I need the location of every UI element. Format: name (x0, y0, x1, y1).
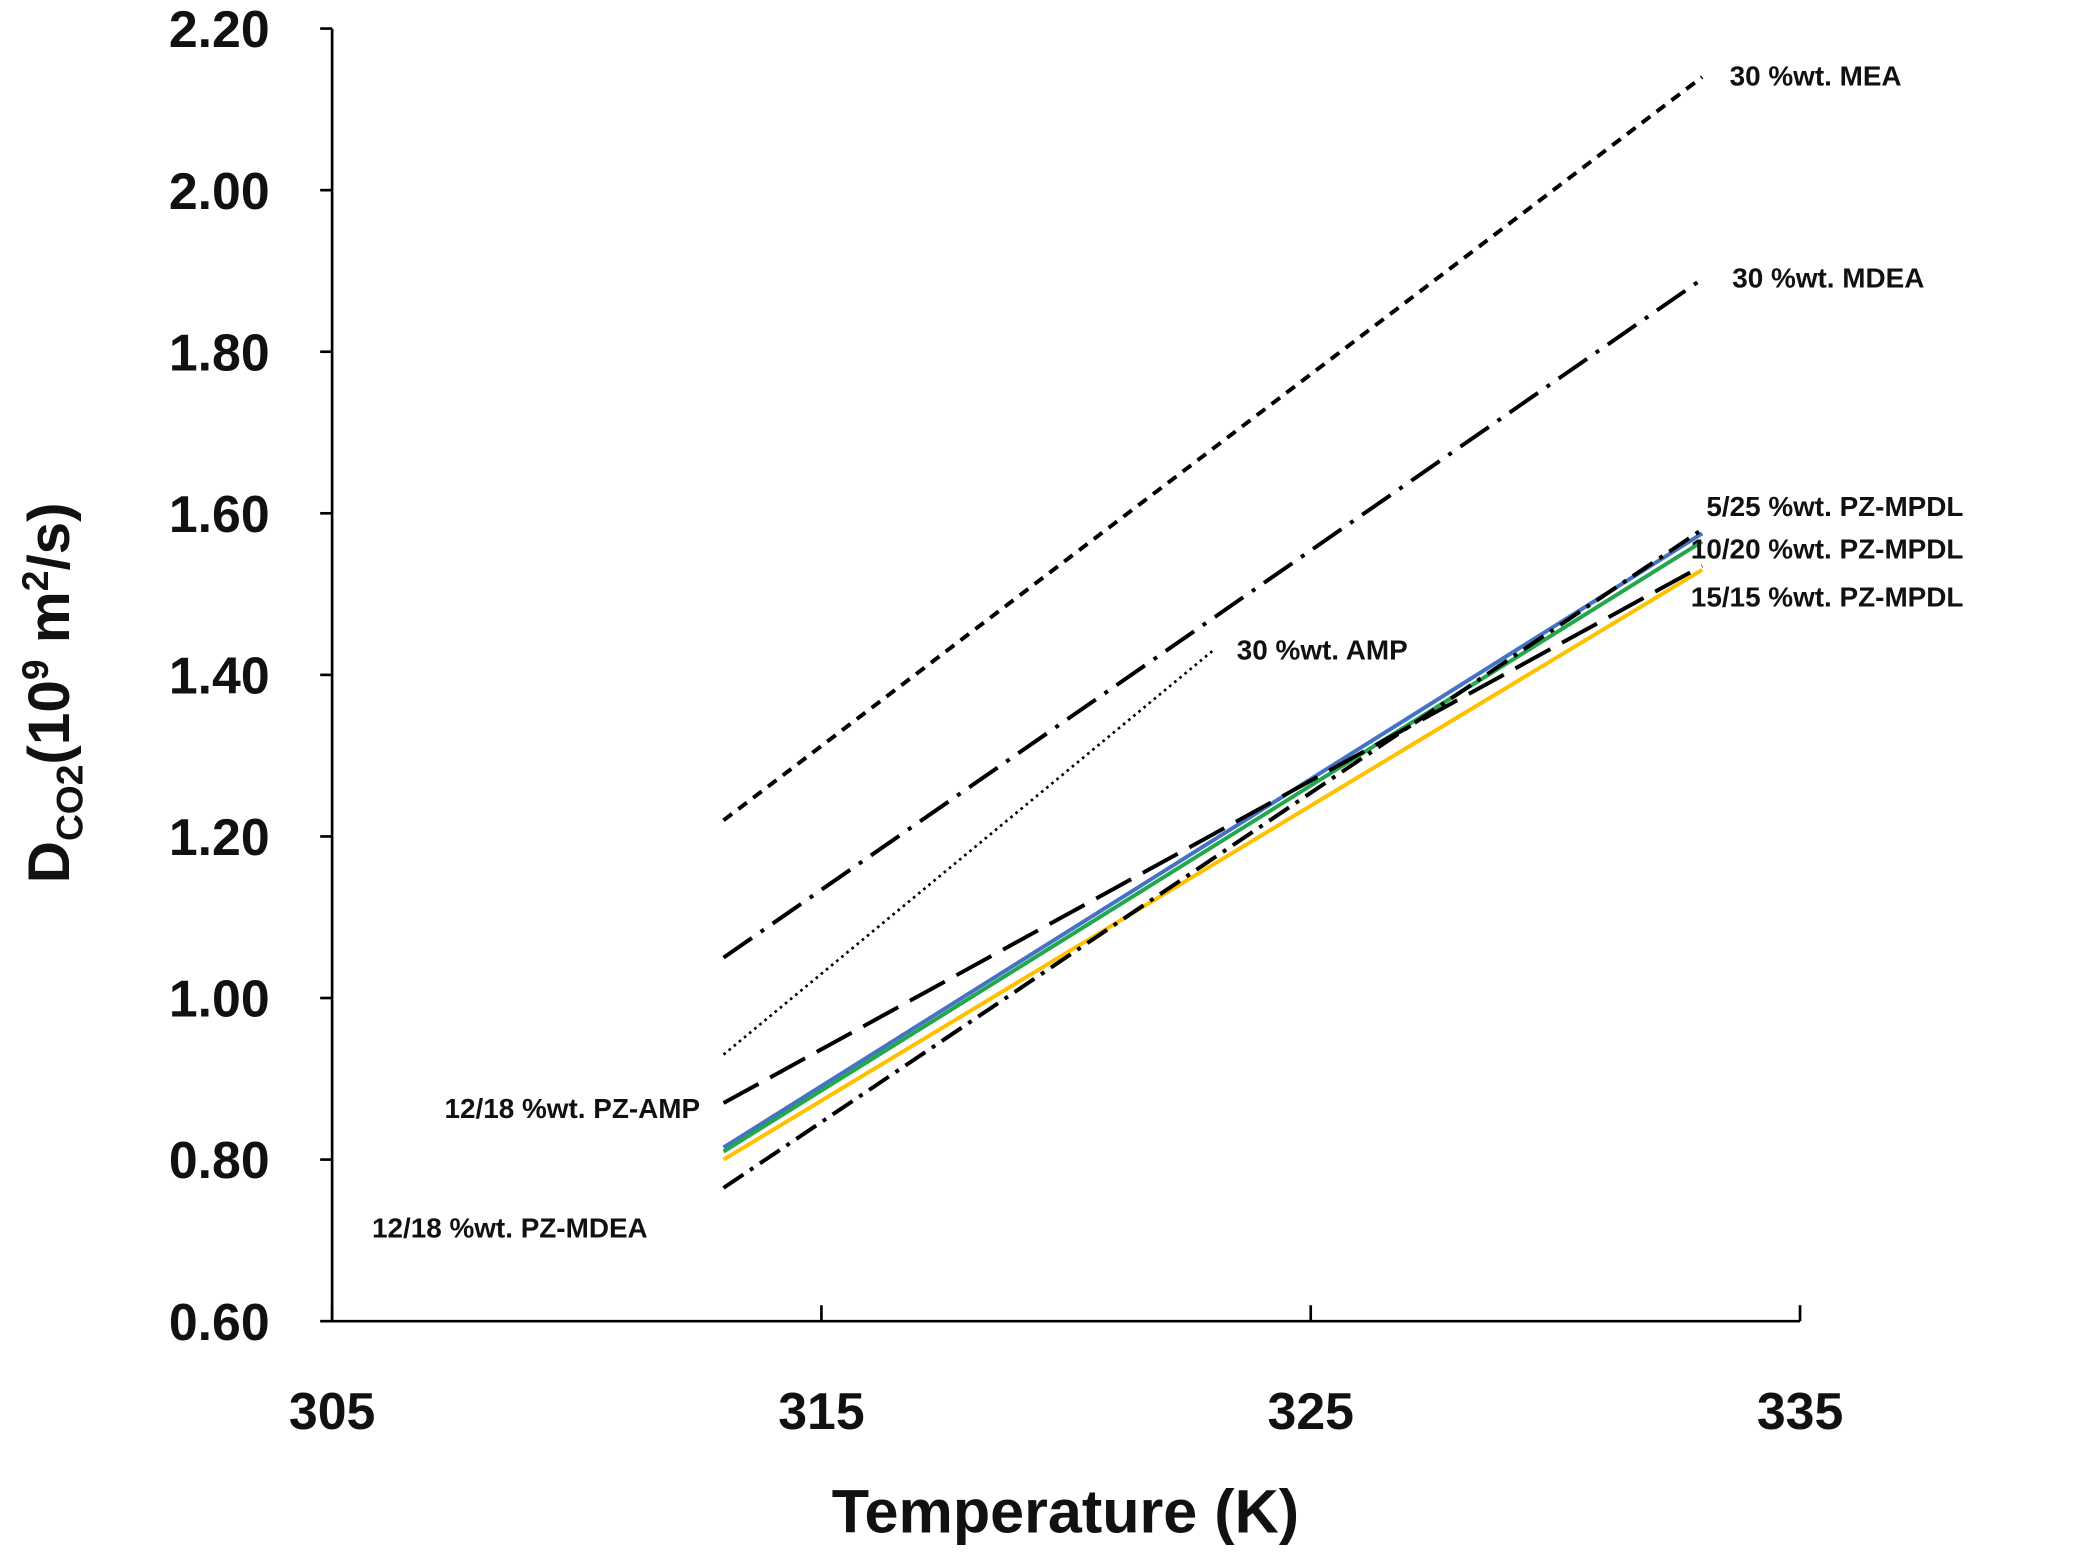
series-label: 5/25 %wt. PZ-MPDL (1706, 491, 1963, 522)
y-subscript: CO2 (48, 765, 90, 841)
y-symbol: D (17, 841, 82, 883)
y-close: /s) (17, 502, 82, 570)
y-tick-label: 1.80 (169, 323, 270, 381)
x-tick-label: 315 (778, 1382, 864, 1440)
series-line (722, 531, 1704, 1150)
series-label: 30 %wt. MEA (1730, 61, 1902, 92)
series-line (722, 568, 1704, 1162)
series-label: 12/18 %wt. PZ-AMP (444, 1093, 700, 1124)
series-label: 15/15 %wt. PZ-MPDL (1691, 581, 1964, 612)
y-tick-label: 1.60 (169, 485, 270, 543)
y-exp: 2 (14, 571, 56, 592)
y-tick-label: 2.00 (169, 162, 270, 220)
y-tick-label: 1.20 (169, 808, 270, 866)
y-mid: m (17, 591, 82, 659)
x-axis-title: Temperature (K) (832, 1477, 1299, 1545)
series-label: 30 %wt. MDEA (1732, 263, 1924, 294)
y-exp: 9 (14, 659, 56, 680)
series-label: 10/20 %wt. PZ-MPDL (1691, 534, 1964, 565)
series-line (722, 527, 1704, 1190)
x-tick-label: 325 (1268, 1382, 1354, 1440)
x-tick-label: 335 (1757, 1382, 1843, 1440)
series-line (722, 277, 1704, 960)
series-label: 30 %wt. AMP (1237, 635, 1408, 666)
y-tick-label: 1.00 (169, 970, 270, 1028)
y-open: (10 (17, 680, 82, 764)
series-line (722, 75, 1704, 822)
y-axis-title: DCO2(109 m2/s) (14, 502, 91, 883)
x-tick-label: 305 (289, 1382, 375, 1440)
series-label: 12/18 %wt. PZ-MDEA (372, 1212, 648, 1243)
y-tick-label: 0.80 (169, 1131, 270, 1189)
y-tick-label: 0.60 (169, 1293, 270, 1351)
series-line (722, 564, 1704, 1105)
series-line (722, 539, 1704, 1154)
y-tick-label: 1.40 (169, 646, 270, 704)
y-tick-label: 2.20 (169, 0, 270, 58)
